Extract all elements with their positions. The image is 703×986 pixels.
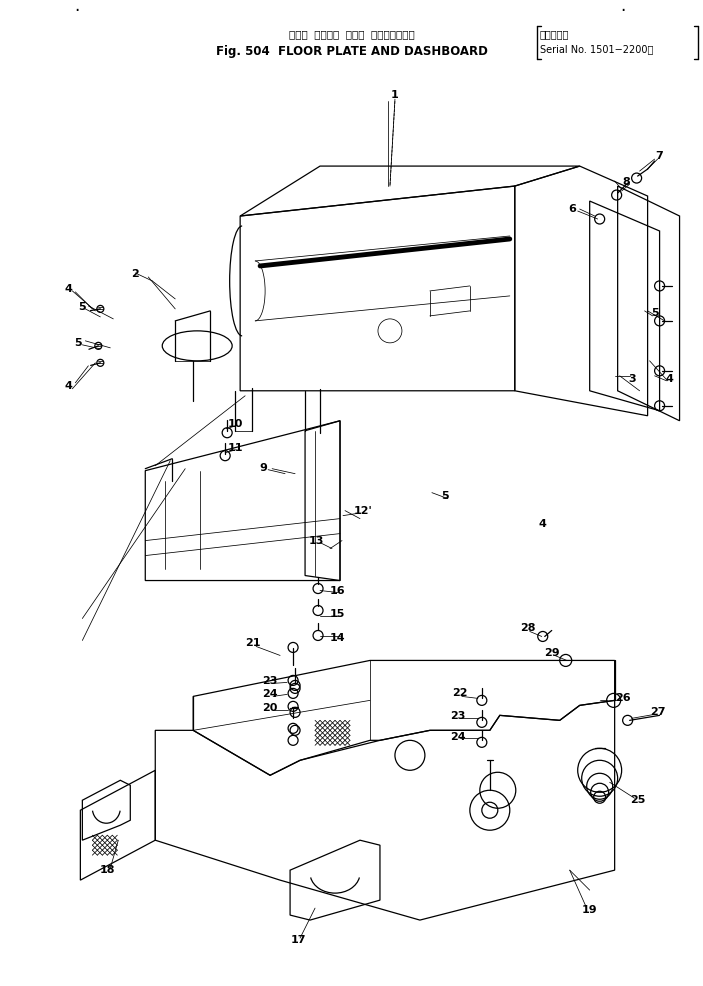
Text: 10: 10 <box>228 419 243 429</box>
Text: 3: 3 <box>628 374 636 384</box>
Text: 5: 5 <box>75 338 82 348</box>
Text: 27: 27 <box>650 707 665 718</box>
Text: 23: 23 <box>262 676 278 686</box>
Text: 29: 29 <box>544 649 560 659</box>
Text: 16: 16 <box>329 586 345 596</box>
Text: Fig. 504  FLOOR PLATE AND DASHBOARD: Fig. 504 FLOOR PLATE AND DASHBOARD <box>216 44 488 58</box>
Text: 23: 23 <box>450 711 465 722</box>
Text: 26: 26 <box>615 693 631 703</box>
Text: 21: 21 <box>245 639 261 649</box>
Text: 4: 4 <box>538 519 547 528</box>
Text: フロア  プレート  および  ダッシュボード: フロア プレート および ダッシュボード <box>289 30 415 39</box>
Text: 13: 13 <box>309 535 324 545</box>
Text: 4: 4 <box>65 381 72 390</box>
Text: 9: 9 <box>259 462 267 472</box>
Text: 24: 24 <box>262 689 278 699</box>
Text: 15: 15 <box>329 609 344 619</box>
Text: 17: 17 <box>290 935 306 945</box>
Text: 5: 5 <box>79 302 86 312</box>
Text: 22: 22 <box>452 688 467 698</box>
Text: 4: 4 <box>65 284 72 294</box>
Text: 20: 20 <box>262 703 278 713</box>
Text: 2: 2 <box>131 269 139 279</box>
Text: 11: 11 <box>227 443 243 453</box>
Text: 6: 6 <box>568 204 576 214</box>
Text: 5: 5 <box>441 491 449 501</box>
Text: 1: 1 <box>391 90 399 101</box>
Text: 7: 7 <box>656 151 664 161</box>
Text: 12': 12' <box>354 506 373 516</box>
Text: （適用号機: （適用号機 <box>540 30 569 39</box>
Text: ·: · <box>75 2 80 21</box>
Text: 25: 25 <box>630 796 645 806</box>
Text: ·: · <box>620 2 625 21</box>
Text: 5: 5 <box>651 308 659 317</box>
Text: 18: 18 <box>100 865 115 876</box>
Text: 24: 24 <box>450 733 465 742</box>
Text: Serial No. 1501−2200）: Serial No. 1501−2200） <box>540 44 653 54</box>
Text: 4: 4 <box>666 374 673 384</box>
Text: 28: 28 <box>520 623 536 633</box>
Text: 19: 19 <box>582 905 598 915</box>
Text: 8: 8 <box>623 177 631 187</box>
Text: 14: 14 <box>329 633 345 644</box>
